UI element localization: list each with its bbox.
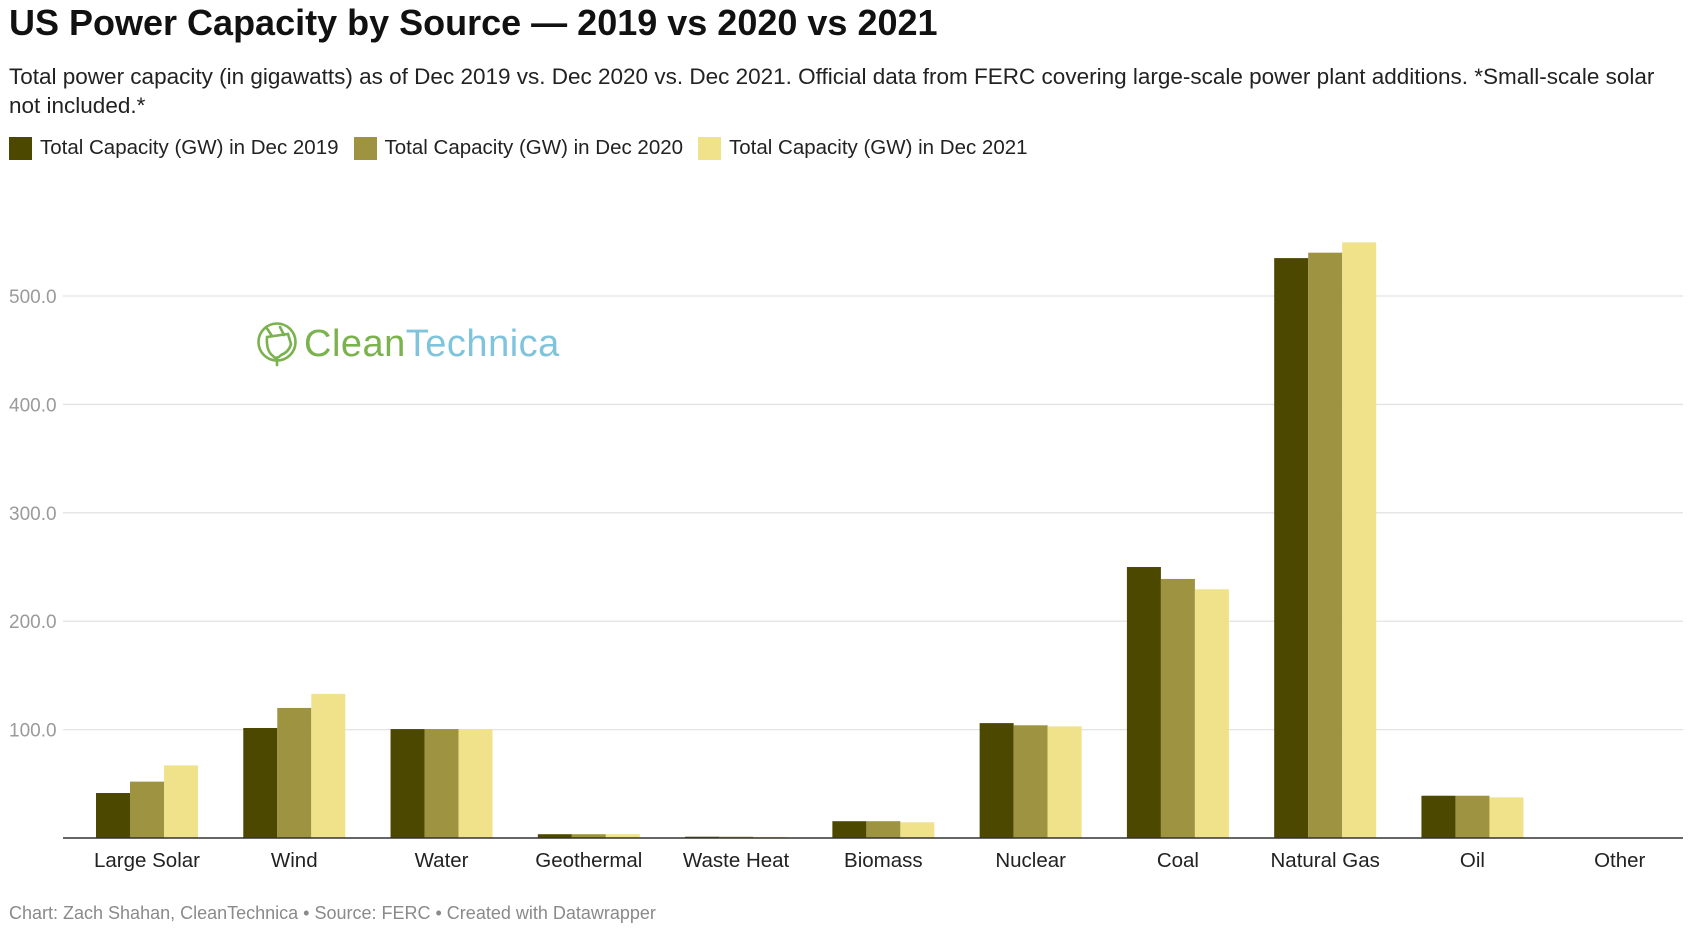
- y-tick-label: 300.0: [9, 504, 57, 525]
- x-tick-label: Water: [415, 849, 469, 872]
- chart-subtitle: Total power capacity (in gigawatts) as o…: [9, 64, 1655, 118]
- legend-item-2020: Total Capacity (GW) in Dec 2020: [353, 136, 684, 160]
- plug-logo-icon: [257, 322, 297, 367]
- watermark-text-clean: Clean: [304, 323, 406, 365]
- bar: [458, 729, 493, 838]
- bar: [1047, 726, 1082, 838]
- chart-legend: Total Capacity (GW) in Dec 2019 Total Ca…: [9, 136, 1043, 160]
- x-tick-label: Oil: [1460, 849, 1485, 872]
- bar: [537, 834, 572, 838]
- bar: [1126, 567, 1161, 838]
- legend-label-2021: Total Capacity (GW) in Dec 2021: [729, 136, 1028, 159]
- y-tick-label: 400.0: [9, 395, 57, 416]
- bar: [1421, 795, 1456, 838]
- bar: [1194, 589, 1229, 838]
- svg-text:CleanTechnica: CleanTechnica: [304, 323, 560, 365]
- bar: [832, 821, 867, 838]
- cleantechnica-watermark: CleanTechnica: [257, 322, 560, 367]
- legend-item-2019: Total Capacity (GW) in Dec 2019: [9, 136, 339, 160]
- bar: [130, 781, 164, 838]
- x-tick-label: Biomass: [844, 849, 923, 872]
- x-tick-label: Waste Heat: [683, 849, 790, 872]
- bar: [1308, 252, 1343, 838]
- bar: [866, 821, 901, 838]
- y-tick-label: 500.0: [9, 287, 57, 308]
- x-tick-label: Nuclear: [995, 849, 1066, 872]
- bar: [311, 693, 346, 838]
- bar: [1274, 258, 1309, 838]
- bar: [390, 729, 425, 838]
- bar: [571, 834, 606, 838]
- bar: [900, 822, 935, 838]
- x-tick-label: Wind: [271, 849, 318, 872]
- chart-title: US Power Capacity by Source — 2019 vs 20…: [9, 2, 938, 43]
- x-tick-label: Coal: [1157, 849, 1199, 872]
- watermark-text-technica: Technica: [406, 323, 560, 365]
- bar: [1013, 725, 1048, 838]
- bar: [164, 765, 198, 838]
- bar: [1160, 578, 1195, 838]
- legend-swatch-2021: [698, 136, 722, 160]
- legend-item-2021: Total Capacity (GW) in Dec 2021: [698, 136, 1028, 160]
- bar: [605, 834, 640, 838]
- y-axis-tick-labels: 100.0 200.0 300.0 400.0 500.0: [9, 287, 57, 742]
- bar: [96, 793, 130, 838]
- y-tick-label: 200.0: [9, 612, 57, 633]
- gridlines: [63, 295, 1683, 731]
- bars: [96, 242, 1671, 839]
- legend-swatch-2019: [9, 136, 32, 160]
- bar: [243, 727, 278, 838]
- x-axis-category-labels: Large Solar Wind Water Geothermal Waste Heat…: [94, 849, 1646, 872]
- bar: [1342, 242, 1377, 839]
- bar: [424, 729, 459, 838]
- bar: [1455, 795, 1490, 838]
- legend-label-2020: Total Capacity (GW) in Dec 2020: [384, 136, 684, 159]
- x-tick-label: Large Solar: [94, 849, 200, 872]
- legend-swatch-2020: [353, 136, 377, 160]
- bar: [979, 723, 1014, 838]
- x-tick-label: Other: [1594, 849, 1645, 872]
- legend-label-2019: Total Capacity (GW) in Dec 2019: [40, 136, 339, 159]
- x-tick-label: Geothermal: [535, 849, 642, 872]
- bar: [277, 707, 312, 838]
- x-tick-label: Natural Gas: [1270, 849, 1379, 872]
- chart-footer: Chart: Zach Shahan, CleanTechnica • Sour…: [9, 903, 656, 923]
- y-tick-label: 100.0: [9, 721, 57, 742]
- bar: [1489, 797, 1524, 838]
